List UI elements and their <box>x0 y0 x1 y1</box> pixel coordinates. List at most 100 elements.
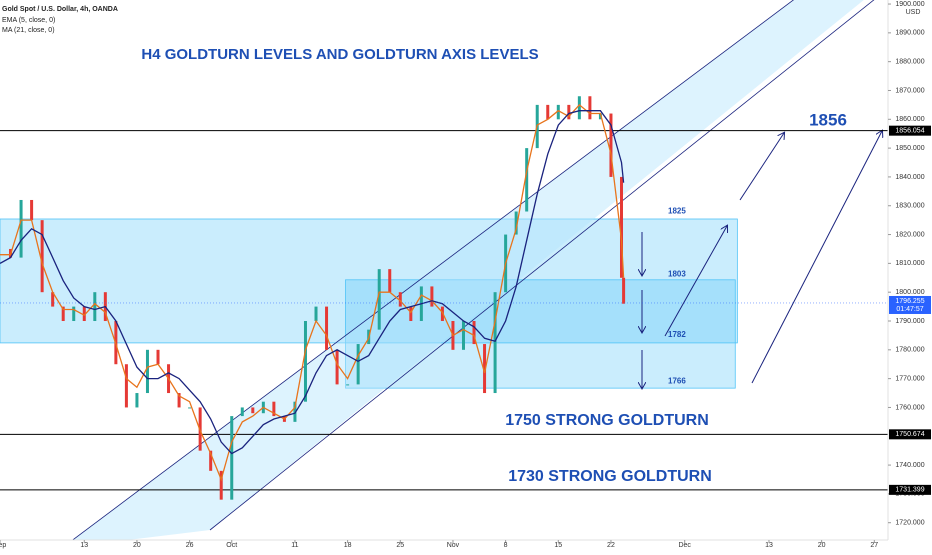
x-tick-label: Oct <box>226 542 237 549</box>
candle <box>51 292 55 307</box>
x-tick-label: 8 <box>504 542 508 549</box>
x-tick-label: 25 <box>396 542 404 549</box>
x-tick-label: Nov <box>447 542 460 549</box>
y-tick-label: 1740.000 <box>895 462 924 469</box>
candle <box>622 277 626 304</box>
candle <box>346 384 350 386</box>
zone-label: 1782 <box>668 330 686 339</box>
candle <box>230 416 234 500</box>
y-tick-label: 1900.000 <box>895 1 924 8</box>
candle <box>567 104 571 120</box>
y-tick-label: 1840.000 <box>895 174 924 181</box>
price-tag-label: 1731.399 <box>895 487 924 494</box>
x-tick-label: 11 <box>291 542 298 549</box>
annotation: 1730 STRONG GOLDTURN <box>508 468 712 485</box>
y-tick-label: 1770.000 <box>895 375 924 382</box>
candle <box>356 344 360 385</box>
candle <box>93 292 97 322</box>
y-tick-label: 1880.000 <box>895 59 924 66</box>
price-tag <box>889 429 931 440</box>
candle <box>145 349 149 394</box>
x-tick-label: 18 <box>344 542 352 549</box>
y-tick-label: 1820.000 <box>895 231 924 238</box>
candle <box>377 269 381 330</box>
price-tag <box>889 484 931 495</box>
zone-label: 1766 <box>668 376 686 385</box>
candle <box>430 286 434 307</box>
price-tag-label: 1856.054 <box>895 128 924 135</box>
candle <box>588 96 592 120</box>
x-tick-label: Sep <box>0 542 6 549</box>
candle <box>577 96 581 120</box>
y-tick-label: 1860.000 <box>895 116 924 123</box>
candle <box>293 401 297 422</box>
annotation: 1750 STRONG GOLDTURN <box>505 412 709 429</box>
candle <box>188 407 192 409</box>
x-tick-label: 20 <box>133 542 141 549</box>
candle <box>240 407 244 417</box>
price-tag <box>889 295 931 314</box>
x-tick-label: Dec <box>678 542 691 549</box>
x-tick-label: 20 <box>818 542 826 549</box>
candle <box>82 306 86 322</box>
x-tick-label: 13 <box>80 542 88 549</box>
x-tick-label: 15 <box>554 542 562 549</box>
candle <box>461 321 465 350</box>
candle <box>272 401 276 417</box>
x-tick-label: 22 <box>607 542 615 549</box>
y-tick-label: 1720.000 <box>895 520 924 527</box>
y-tick-label: 1810.000 <box>895 260 924 267</box>
candle <box>19 199 23 258</box>
candle <box>525 148 529 212</box>
y-tick-label: 1800.000 <box>895 289 924 296</box>
indicator: EMA (5, close, 0) <box>2 17 55 24</box>
candle <box>303 321 307 402</box>
candle <box>619 176 623 278</box>
candle <box>156 349 160 365</box>
candle <box>483 344 487 394</box>
x-tick-label: 26 <box>186 542 194 549</box>
indicator-line <box>0 104 625 482</box>
candle <box>546 104 550 120</box>
y-tick-label: 1760.000 <box>895 404 924 411</box>
candle <box>335 349 339 385</box>
candle <box>493 292 497 394</box>
x-tick-label: 13 <box>765 542 773 549</box>
indicator: MA (21, close, 0) <box>2 27 55 34</box>
price-tag-label: 1750.674 <box>895 431 924 438</box>
candle <box>209 450 213 471</box>
price-axis <box>888 0 932 550</box>
candle <box>472 321 476 345</box>
candle <box>409 306 413 322</box>
arrows <box>642 131 882 388</box>
candle <box>177 393 181 408</box>
channel <box>72 0 875 540</box>
candle <box>30 199 34 221</box>
zone-label: 1803 <box>668 270 686 279</box>
candle <box>398 292 402 307</box>
y-tick-label: 1870.000 <box>895 87 924 94</box>
candle <box>388 269 392 293</box>
annotation: 1856 <box>809 110 847 129</box>
zone <box>0 218 738 344</box>
price-tag <box>889 125 931 136</box>
candle <box>219 470 223 500</box>
y-tick-label: 1780.000 <box>895 347 924 354</box>
candle <box>556 104 560 120</box>
candle <box>514 211 518 235</box>
y-tick-label: 1790.000 <box>895 318 924 325</box>
candle <box>609 113 613 177</box>
price-tag-label: 1796.255 <box>895 298 924 305</box>
candle <box>325 306 329 350</box>
indicator-line <box>0 110 625 455</box>
currency: USD <box>906 9 921 16</box>
candle <box>251 407 255 414</box>
candle <box>314 306 318 322</box>
candle <box>40 220 44 293</box>
candle <box>135 393 139 408</box>
candle <box>124 364 128 408</box>
y-tick-label: 1830.000 <box>895 203 924 210</box>
symbol: Gold Spot / U.S. Dollar, 4h, OANDA <box>2 6 118 13</box>
x-tick-label: 27 <box>870 542 878 549</box>
